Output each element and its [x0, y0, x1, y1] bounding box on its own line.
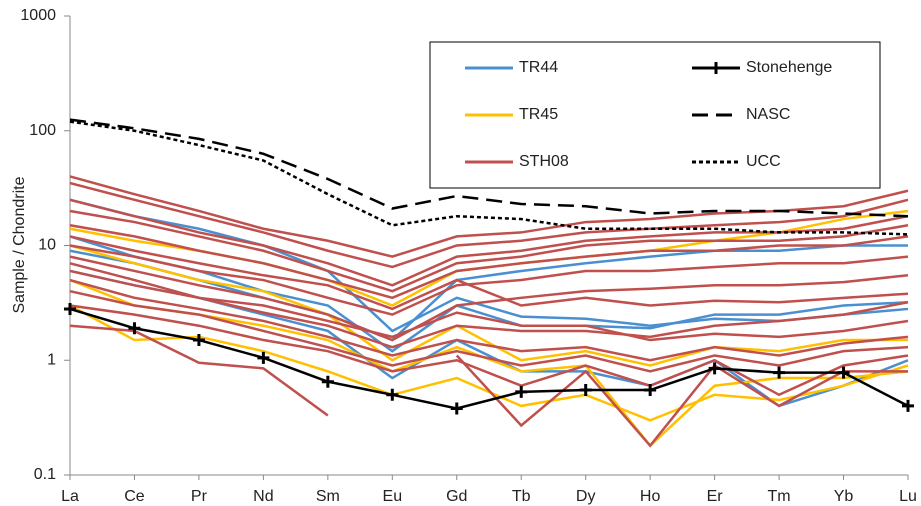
series-line [69, 304, 909, 397]
x-tick-label: Pr [191, 488, 208, 505]
point-marker [837, 366, 850, 379]
series-line [69, 118, 909, 218]
x-tick-label: Gd [446, 488, 467, 505]
series-line [69, 269, 909, 349]
x-tick-label: Sm [316, 488, 340, 505]
series-line [69, 235, 909, 353]
legend-label: TR45 [519, 106, 558, 123]
series-line [455, 354, 908, 448]
y-axis-label: Sample / Chondrite [11, 176, 28, 313]
series-line [69, 307, 909, 410]
y-tick-label: 100 [29, 122, 56, 139]
point-marker [902, 399, 914, 412]
x-tick-label: La [61, 488, 79, 505]
point-marker [515, 385, 528, 398]
point-marker [386, 388, 399, 401]
series-line [69, 198, 909, 287]
x-tick-label: Nd [253, 488, 273, 505]
point-marker [644, 384, 657, 397]
y-tick-label: 10 [38, 237, 56, 254]
x-tick-label: Dy [576, 488, 596, 505]
series-line [69, 244, 909, 316]
series-line [69, 120, 909, 236]
y-tick-label: 1 [47, 351, 56, 368]
series-line [69, 235, 909, 311]
y-tick-label: 1000 [20, 7, 56, 24]
point-marker [321, 375, 334, 388]
series-line [69, 278, 909, 362]
legend-label: UCC [746, 153, 781, 170]
series-line [69, 244, 908, 367]
x-tick-label: Tm [768, 488, 791, 505]
legend-label: TR44 [519, 59, 558, 76]
point-marker [773, 366, 786, 379]
point-marker [64, 302, 76, 315]
legend-label: NASC [746, 106, 790, 123]
x-tick-label: Ho [640, 488, 661, 505]
series-line [69, 255, 909, 342]
point-marker [192, 334, 205, 347]
series-line [69, 324, 329, 417]
series-line [69, 209, 909, 293]
x-tick-label: Lu [899, 488, 917, 505]
series-line [69, 289, 909, 373]
x-tick-label: Tb [512, 488, 531, 505]
series-line [69, 175, 909, 258]
x-tick-label: Ce [124, 488, 145, 505]
point-marker [579, 384, 592, 397]
series-line [69, 181, 909, 269]
legend-label: Stonehenge [746, 59, 832, 76]
series-line [69, 224, 909, 300]
series-line [69, 209, 909, 307]
series-line [69, 198, 909, 333]
legend-label: STH08 [519, 153, 569, 170]
x-tick-label: Eu [383, 488, 403, 505]
series-line [69, 278, 909, 448]
x-tick-label: Yb [834, 488, 854, 505]
y-tick-label: 0.1 [34, 466, 56, 483]
point-marker [708, 362, 721, 375]
legend-marker [710, 62, 722, 74]
point-marker [257, 351, 270, 364]
point-marker [128, 322, 141, 335]
point-marker [450, 402, 463, 415]
x-tick-label: Er [707, 488, 724, 505]
